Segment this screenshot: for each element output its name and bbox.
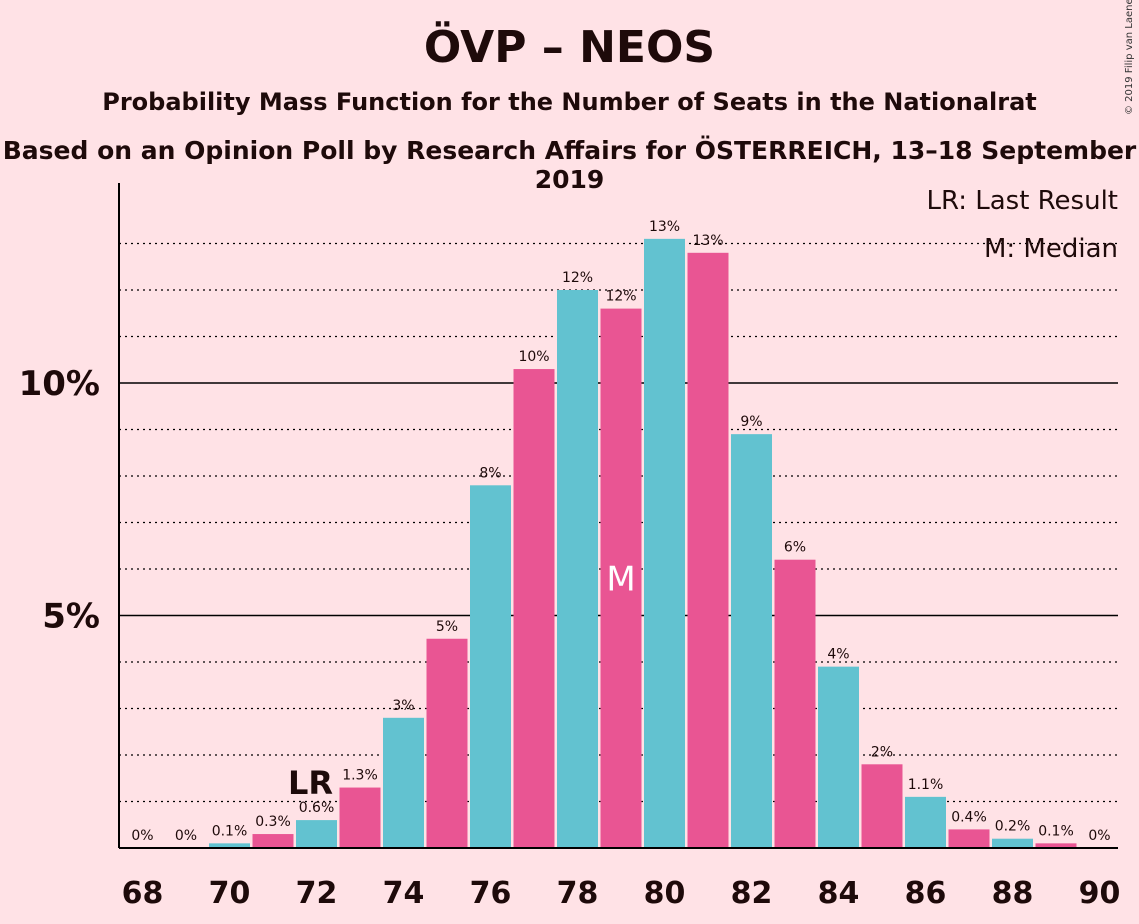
bar-value-label: 0.4%: [951, 809, 987, 825]
bar-value-label: 6%: [784, 540, 806, 556]
x-tick-label: 80: [644, 876, 686, 911]
x-tick-label: 70: [209, 876, 251, 911]
x-tick-label: 86: [905, 876, 947, 911]
x-tick-label: 72: [296, 876, 338, 911]
bar-value-label: 13%: [692, 233, 723, 249]
bar: [470, 485, 511, 848]
bar-value-label: 5%: [436, 619, 458, 635]
axes: 68 70 72 74 76 78 80 82 84 86 88 90 5% 10%: [19, 183, 1121, 911]
bar-value-label: 4%: [827, 647, 849, 663]
chart-subtitle: Probability Mass Function for the Number…: [102, 88, 1037, 116]
bar-value-label: 0.1%: [212, 823, 248, 839]
bar-value-label: 0%: [1088, 828, 1110, 844]
bar: [296, 820, 337, 848]
legend-last-result: LR: Last Result: [926, 186, 1118, 216]
x-tick-label: 88: [992, 876, 1034, 911]
bar: [818, 666, 859, 848]
bar: [1035, 843, 1077, 848]
bar-value-label: 12%: [562, 270, 593, 286]
bar-value-label: 0.1%: [1038, 823, 1074, 839]
bar: [992, 838, 1033, 848]
bar-value-label: 10%: [518, 349, 549, 365]
bar-value-label: 12%: [605, 289, 636, 305]
x-tick-label: 76: [470, 876, 512, 911]
bar-value-label: 2%: [871, 744, 893, 760]
x-tick-label: 82: [731, 876, 773, 911]
bar: [426, 638, 468, 848]
bar: [687, 252, 729, 849]
bar: [383, 717, 424, 848]
chart-source: Based on an Opinion Poll by Research Aff…: [2, 136, 1137, 194]
bar-value-label: 13%: [649, 219, 680, 235]
bar-value-label: 3%: [392, 698, 414, 714]
bar-value-label: 0.3%: [255, 814, 291, 830]
bar-value-label: 1.1%: [908, 777, 944, 793]
bar-value-labels: 0% 0% 0.1% 0.3% 0.6% 1.3% 3% 5% 8% 10% 12% 12% 13% 13…: [131, 219, 1110, 844]
bar: [644, 238, 685, 849]
bar: [861, 764, 903, 848]
bar: [948, 829, 990, 848]
bar: [600, 308, 642, 849]
x-tick-label: 78: [557, 876, 599, 911]
bar: [905, 796, 946, 848]
bar-value-label: 0%: [175, 828, 197, 844]
bar: [209, 843, 250, 848]
y-tick-label: 5%: [42, 597, 100, 637]
legend-median: M: Median: [984, 234, 1118, 264]
chart-title: ÖVP – NEOS: [423, 22, 716, 73]
last-result-marker: LR: [288, 764, 333, 802]
x-tick-label: 84: [818, 876, 860, 911]
x-tick-label: 90: [1079, 876, 1121, 911]
bar-value-label: 0.6%: [299, 800, 335, 816]
bar: [774, 559, 816, 848]
bar: [339, 787, 381, 848]
bar: [731, 434, 772, 848]
bar: [513, 369, 555, 848]
bar-value-label: 1.3%: [342, 768, 378, 784]
x-tick-label: 74: [383, 876, 425, 911]
bar-value-label: 8%: [479, 465, 501, 481]
x-tick-label: 68: [122, 876, 164, 911]
median-marker: M: [606, 559, 635, 599]
bar-value-label: 0.2%: [995, 819, 1031, 835]
bar-value-label: 0%: [131, 828, 153, 844]
bar: [252, 834, 294, 848]
y-tick-label: 10%: [19, 364, 100, 404]
bars: [209, 238, 1077, 849]
bar-value-label: 9%: [740, 414, 762, 430]
bar: [557, 290, 598, 848]
